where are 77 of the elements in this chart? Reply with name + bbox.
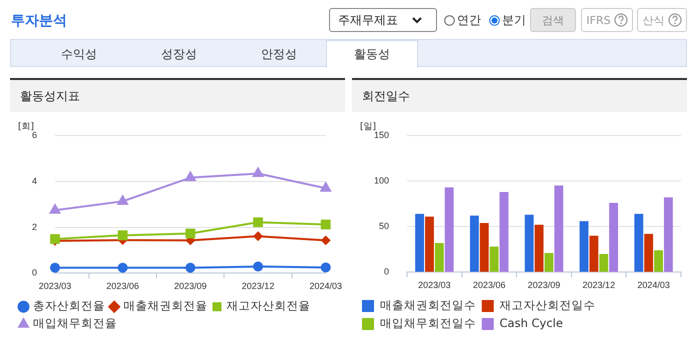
point: [118, 230, 128, 240]
bar: [654, 250, 663, 272]
bar: [415, 214, 424, 272]
legend-label: 재고자산회전일수: [500, 298, 596, 312]
bar: [434, 243, 444, 272]
bar: [664, 197, 673, 272]
legend-label: Cash Cycle: [500, 316, 563, 330]
bar: [589, 236, 598, 272]
point: [253, 217, 263, 228]
legend-label: 재고자산회전율: [226, 298, 310, 313]
legend-label: 매입채무회전일수: [380, 316, 476, 330]
x-tick-label: 2023/09: [528, 280, 560, 290]
bar: [524, 214, 534, 272]
point: [185, 228, 196, 238]
y-axis-title: [일]: [360, 122, 376, 132]
point: [320, 262, 331, 272]
bar: [425, 216, 434, 272]
bar: [490, 246, 499, 272]
text: 성장성: [161, 46, 197, 62]
text: 수익성: [61, 46, 97, 62]
y-tick-label: 4: [32, 176, 38, 186]
text: 분기: [502, 12, 526, 29]
point: [185, 172, 196, 182]
x-tick-label: 2023/12: [242, 281, 274, 292]
point: [185, 262, 196, 273]
point: [50, 204, 60, 214]
y-tick-label: 150: [374, 130, 390, 140]
bar: [470, 216, 479, 272]
point: [321, 236, 330, 245]
x-tick-label: 2024/03: [637, 280, 670, 290]
legend-label: 총자산회전율: [32, 298, 105, 313]
legend-label: 매출채권회전율: [124, 298, 208, 313]
y-tick-label: 50: [379, 221, 390, 232]
y-tick-label: 6: [32, 130, 38, 140]
text: 투자분석: [11, 12, 67, 30]
x-tick-label: 2024/03: [309, 281, 342, 292]
y-tick-label: 0: [32, 268, 38, 278]
x-tick-label: 2023/06: [472, 280, 506, 290]
text: 안정성: [261, 46, 297, 62]
bar: [580, 221, 588, 272]
text: 검색: [542, 12, 564, 28]
point: [320, 182, 332, 192]
bar: [634, 214, 644, 272]
bar: [644, 234, 654, 272]
text: 활동성: [354, 46, 390, 63]
point: [118, 262, 128, 273]
chart-title: 활동성지표: [10, 80, 345, 112]
text: IFRS: [586, 14, 611, 26]
y-tick-label: 0: [384, 266, 390, 277]
text: 산식: [642, 12, 664, 28]
x-tick-label: 2023/03: [418, 280, 451, 290]
bar: [500, 192, 508, 272]
point: [320, 220, 331, 230]
x-tick-label: 2023/09: [174, 281, 207, 292]
bar: [544, 253, 554, 272]
text: 주재무제표: [338, 12, 398, 28]
text: 연간: [457, 12, 481, 29]
bar: [534, 224, 544, 272]
y-tick-label: 2: [32, 222, 38, 232]
x-tick-label: 2023/06: [106, 281, 139, 292]
bar: [444, 187, 454, 272]
point: [50, 262, 60, 273]
bar: [554, 186, 564, 272]
y-axis-title: [회]: [18, 122, 34, 132]
point: [117, 195, 128, 205]
y-tick-label: 100: [374, 175, 390, 186]
x-tick-label: 2023/12: [582, 280, 616, 290]
point: [254, 232, 263, 241]
bar: [480, 222, 489, 272]
legend-label: 매입채무회전율: [32, 316, 117, 330]
bar: [599, 254, 608, 272]
legend-label: 매출채권회전일수: [380, 298, 476, 312]
chart-title: 회전일수: [352, 80, 687, 112]
bar: [609, 202, 618, 272]
point: [252, 168, 264, 178]
x-tick-label: 2023/03: [38, 281, 72, 292]
point: [253, 262, 264, 272]
